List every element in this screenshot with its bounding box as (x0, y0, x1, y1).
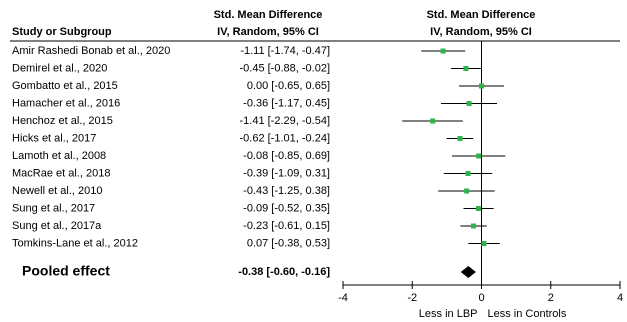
point-estimate (463, 66, 469, 71)
study-name: Tomkins-Lane et al., 2012 (12, 237, 138, 249)
estimate-label: -0.36 [-1.17, 0.45] (243, 97, 330, 109)
left-direction-label: Less in LBP (419, 308, 478, 320)
estimate-label: -0.09 [-0.52, 0.35] (243, 202, 330, 214)
point-estimate (457, 136, 463, 141)
pooled-diamond (460, 266, 476, 278)
estimate-label: -0.45 [-0.88, -0.02] (240, 62, 331, 74)
estimate-header: Std. Mean Difference (214, 9, 323, 21)
estimate-label: -1.41 [-2.29, -0.54] (240, 115, 331, 127)
study-name: Amir Rashedi Bonab et al., 2020 (12, 45, 170, 57)
study-name: MacRae et al., 2018 (12, 167, 110, 179)
estimate-label: -0.43 [-1.25, 0.38] (243, 185, 330, 197)
point-estimate (479, 83, 484, 89)
point-estimate (475, 206, 481, 211)
study-name: Hamacher et al., 2016 (12, 97, 120, 109)
study-name: Hicks et al., 2017 (12, 132, 96, 144)
estimate-label: -0.23 [-0.61, 0.15] (243, 220, 330, 232)
x-tick-label: 0 (478, 292, 484, 304)
estimate-subheader: IV, Random, 95% CI (217, 26, 319, 38)
estimate-label: 0.00 [-0.65, 0.65] (247, 80, 330, 92)
study-name: Sung et al., 2017a (12, 220, 102, 232)
x-tick-label: 4 (617, 292, 623, 304)
plot-header: Std. Mean Difference (427, 9, 536, 21)
point-estimate (464, 188, 470, 194)
point-estimate (476, 153, 482, 159)
x-tick-label: 2 (548, 292, 554, 304)
right-direction-label: Less in Controls (488, 308, 567, 320)
study-name: Lamoth et al., 2008 (12, 150, 106, 162)
estimate-label: -0.62 [-1.01, -0.24] (240, 132, 331, 144)
study-name: Sung et al., 2017 (12, 202, 95, 214)
plot-subheader: IV, Random, 95% CI (430, 26, 532, 38)
estimate-label: -1.11 [-1.74, -0.47] (240, 45, 330, 57)
pooled-label: -0.38 [-0.60, -0.16] (238, 266, 330, 278)
point-estimate (481, 241, 487, 246)
estimate-label: -0.08 [-0.85, 0.69] (243, 150, 330, 162)
point-estimate (471, 223, 477, 229)
estimate-label: -0.39 [-1.09, 0.31] (243, 167, 330, 179)
x-tick-label: -2 (407, 292, 417, 304)
point-estimate (465, 171, 471, 176)
study-name: Henchoz et al., 2015 (12, 115, 113, 127)
study-name: Gombatto et al., 2015 (12, 80, 118, 92)
pooled-name: Pooled effect (22, 263, 110, 279)
study-name: Demirel et al., 2020 (12, 62, 107, 74)
study-name: Newell et al., 2010 (12, 185, 103, 197)
estimate-label: 0.07 [-0.38, 0.53] (247, 237, 330, 249)
study-header: Study or Subgroup (12, 26, 112, 38)
point-estimate (440, 48, 446, 54)
x-tick-label: -4 (338, 292, 348, 304)
point-estimate (430, 118, 436, 124)
point-estimate (466, 101, 472, 106)
